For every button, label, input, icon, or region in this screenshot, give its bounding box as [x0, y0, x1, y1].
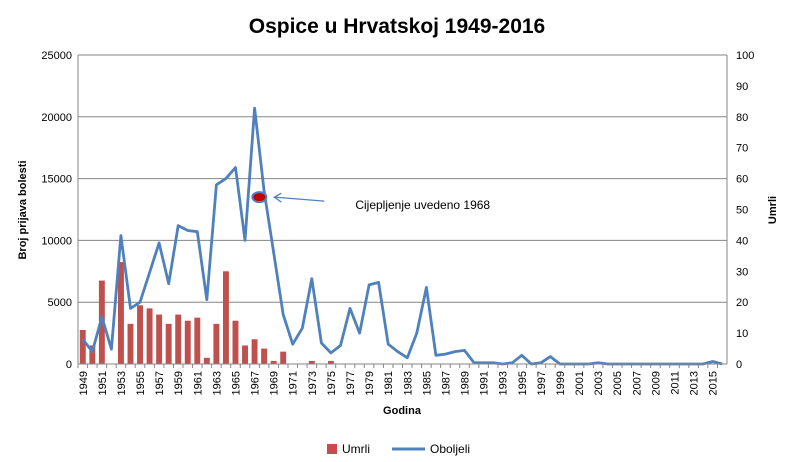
- y-right-tick-label: 50: [736, 205, 748, 217]
- x-axis-title: Godina: [383, 405, 422, 417]
- annotation-text: Cijepljenje uvedeno 1968: [355, 198, 490, 212]
- x-tick-label: 2001: [574, 371, 586, 395]
- bar-umrli: [175, 314, 182, 364]
- x-tick-label: 1979: [364, 371, 376, 395]
- x-tick-label: 2009: [650, 371, 662, 395]
- x-tick-label: 1983: [402, 371, 414, 395]
- bar-umrli: [308, 360, 315, 364]
- x-tick-label: 2003: [593, 371, 605, 395]
- bar-umrli: [89, 345, 96, 364]
- x-tick-label: 2011: [670, 371, 682, 395]
- vaccination-annotation: Cijepljenje uvedeno 1968: [251, 191, 490, 212]
- x-tick-label: 1961: [192, 371, 204, 395]
- bar-umrli: [203, 357, 210, 364]
- bar-umrli: [156, 314, 163, 364]
- legend-label-umrli: Umrli: [342, 442, 370, 456]
- bar-umrli: [327, 360, 334, 364]
- legend-swatch-umrli: [327, 444, 337, 454]
- x-tick-label: 1977: [345, 371, 357, 395]
- x-tick-label: 1959: [173, 371, 185, 395]
- bar-umrli: [222, 271, 229, 364]
- bar-umrli: [261, 348, 268, 364]
- x-tick-label: 2015: [708, 371, 720, 395]
- x-axis: 1949 1951 1953 1955 1957 1959 1961 1963 1965 1967…: [77, 363, 727, 395]
- bar-umrli: [117, 262, 124, 364]
- x-tick-label: 1967: [250, 371, 262, 395]
- bar-umrli: [194, 317, 201, 364]
- bar-umrli: [146, 308, 153, 364]
- bar-umrli: [232, 320, 239, 364]
- x-tick-label: 1987: [440, 371, 452, 395]
- y-right-tick-label: 90: [736, 81, 748, 93]
- x-tick-label: 1969: [269, 371, 281, 395]
- y-axis-left-title: Broj prijava bolesti: [17, 160, 29, 259]
- legend: Umrli Oboljeli: [327, 442, 470, 456]
- x-tick-label: 1981: [383, 371, 395, 395]
- bar-umrli: [242, 345, 248, 364]
- bar-umrli: [127, 323, 134, 364]
- x-tick-label: 1965: [231, 371, 243, 395]
- y-right-tick-label: 60: [736, 174, 748, 186]
- y-right-tick-label: 20: [736, 297, 748, 309]
- y-left-tick-label: 5000: [48, 297, 72, 309]
- x-tick-label: 2007: [631, 371, 643, 395]
- x-tick-label: 1963: [211, 371, 223, 395]
- x-tick-label: 1991: [479, 371, 491, 395]
- x-tick-label: 1953: [116, 371, 128, 395]
- x-tick-label: 1975: [326, 371, 338, 395]
- vaccination-marker: [251, 191, 268, 204]
- x-tick-label: 1955: [135, 371, 147, 395]
- x-tick-label: 1949: [78, 371, 90, 395]
- x-tick-label: 1951: [97, 371, 109, 395]
- x-tick-label: 1973: [307, 371, 319, 395]
- y-axis-right-title: Umrli: [767, 196, 779, 224]
- y-right-tick-label: 100: [736, 50, 754, 62]
- chart-title: Ospice u Hrvatskoj 1949-2016: [249, 15, 546, 38]
- bar-umrli: [280, 351, 287, 364]
- y-right-tick-label: 30: [736, 266, 748, 278]
- x-tick-label: 2013: [689, 371, 701, 395]
- y-left-tick-label: 0: [66, 359, 72, 371]
- x-tick-label: 1957: [154, 371, 166, 395]
- bar-umrli: [137, 305, 143, 364]
- y-axis-right-ticks: 0 10 20 30 40 50 60 70 80 90 100: [736, 50, 754, 371]
- x-tick-label: 1989: [460, 371, 472, 395]
- y-right-tick-label: 80: [736, 112, 748, 124]
- y-left-tick-label: 10000: [41, 235, 72, 247]
- bar-umrli: [270, 360, 277, 364]
- y-right-tick-label: 0: [736, 359, 742, 371]
- annotation-arrow: [274, 196, 325, 202]
- y-axis-left-ticks: 0 5000 10000 15000 20000 25000: [41, 50, 72, 371]
- y-left-tick-label: 20000: [41, 112, 72, 124]
- x-tick-label: 1999: [555, 371, 567, 395]
- y-right-tick-label: 10: [736, 328, 748, 340]
- y-right-tick-label: 70: [736, 143, 748, 155]
- annotation-arrowhead: [273, 192, 282, 203]
- x-tick-label: 1985: [421, 371, 433, 395]
- y-left-tick-label: 15000: [41, 174, 72, 186]
- x-tick-label: 2005: [612, 371, 624, 395]
- x-tick-label: 1997: [536, 371, 548, 395]
- bar-umrli: [79, 330, 86, 364]
- y-right-tick-label: 40: [736, 235, 748, 247]
- x-tick-label: 1971: [288, 371, 300, 395]
- x-tick-label: 1995: [517, 371, 529, 395]
- x-tick-label: 1993: [498, 371, 510, 395]
- bar-umrli: [213, 323, 220, 364]
- y-left-tick-label: 25000: [41, 50, 72, 62]
- bar-umrli: [165, 323, 172, 364]
- legend-label-oboljeli: Oboljeli: [430, 442, 470, 456]
- bar-umrli: [184, 320, 191, 364]
- bar-umrli: [251, 339, 258, 364]
